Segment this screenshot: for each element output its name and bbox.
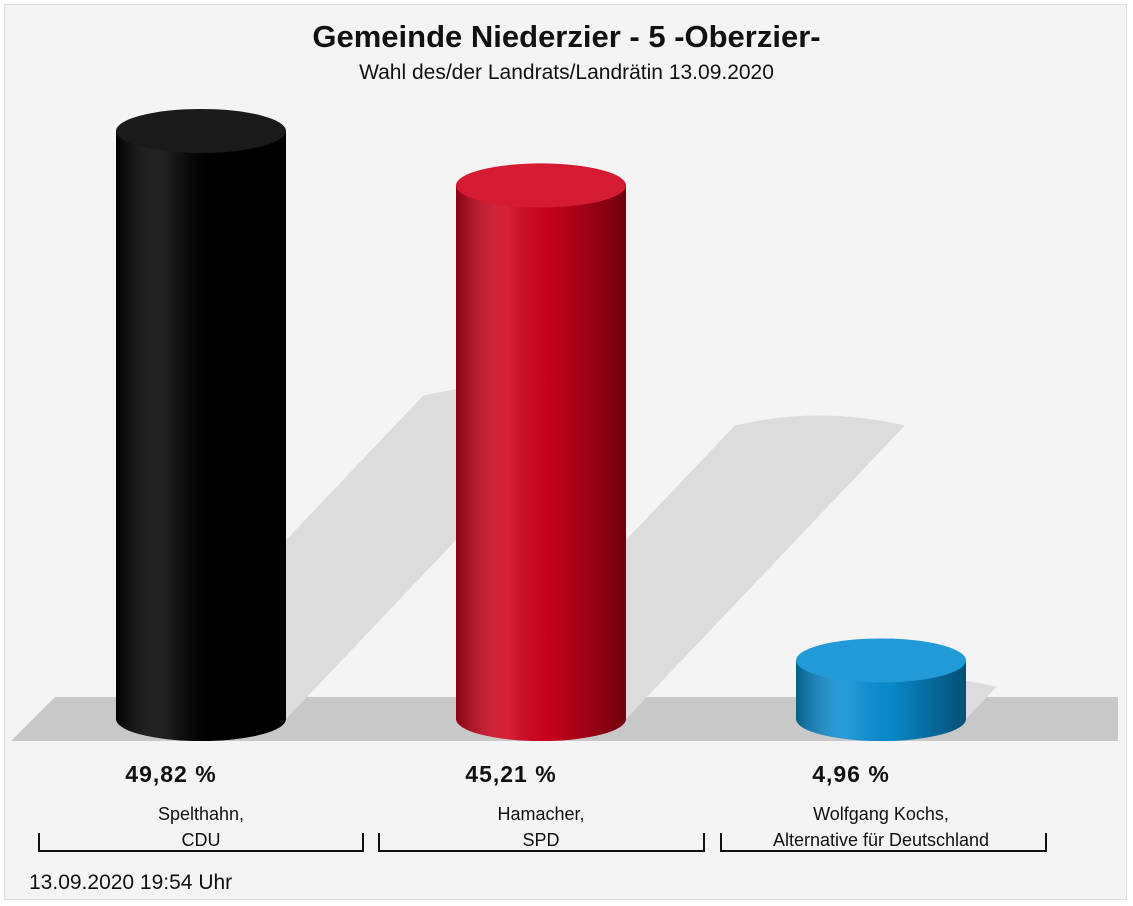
value-label: 4,96 %: [812, 761, 890, 787]
bar-shading: [456, 185, 626, 741]
footnote: 13.09.2020 19:54 Uhr: [29, 871, 233, 894]
bar-shading: [116, 131, 286, 741]
bar-top-light: [116, 109, 286, 153]
bar-top-light: [796, 638, 966, 683]
bar-top-light: [456, 163, 626, 208]
chart-title: Gemeinde Niederzier - 5 -Oberzier-: [312, 19, 821, 54]
x-tick-label: Spelthahn, CDU: [157, 804, 245, 850]
bar-top: [456, 163, 626, 208]
value-label: 49,82 %: [125, 761, 217, 787]
brackets: [38, 833, 1047, 852]
x-tick-label: Hamacher, SPD: [497, 804, 585, 850]
chart-subtitle: Wahl des/der Landrats/Landrätin 13.09.20…: [359, 61, 774, 84]
bar-top: [116, 109, 286, 153]
bar-shading: [796, 660, 966, 741]
value-label: 45,21 %: [465, 761, 557, 787]
plot: [11, 109, 1118, 852]
x-tick-label: Wolfgang Kochs, Alternative für Deutschl…: [772, 804, 990, 850]
bar-top: [796, 638, 966, 683]
chart: Gemeinde Niederzier - 5 -Oberzier- Wahl …: [4, 4, 1127, 900]
